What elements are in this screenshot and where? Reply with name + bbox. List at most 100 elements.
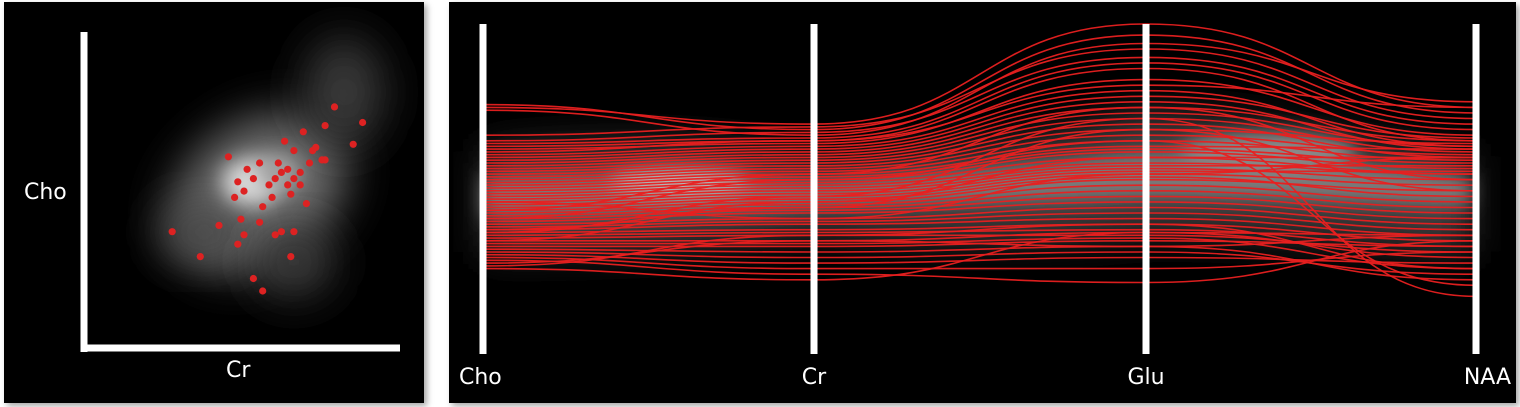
data-polyline: [482, 237, 1477, 270]
scatterplot-panel: Cho Cr: [4, 2, 424, 403]
axis-label-naa: NAA: [1464, 365, 1511, 390]
scatter-point: [168, 228, 176, 236]
data-polyline: [482, 251, 1477, 275]
scatter-point: [359, 118, 367, 127]
data-polyline: [482, 228, 1477, 248]
scatter-point: [321, 122, 329, 130]
data-polyline: [482, 223, 1477, 270]
data-polyline: [482, 162, 1477, 195]
scatter-point: [296, 181, 304, 189]
data-polyline: [482, 148, 1477, 186]
data-polyline: [482, 48, 1477, 136]
parallel-coordinates-plot: Cho Cr Glu NAA: [459, 23, 1511, 390]
data-polyline: [482, 56, 1477, 142]
data-polyline: [482, 123, 1477, 173]
scatter-point: [256, 218, 264, 226]
data-polyline: [482, 84, 1477, 153]
x-axis-label: Cr: [226, 358, 251, 383]
axis-label-cr: Cr: [802, 365, 827, 390]
data-polyline: [482, 240, 1477, 284]
scatter-point: [240, 187, 248, 195]
scatterplot: Cho Cr: [24, 32, 400, 383]
data-polyline: [482, 106, 1477, 164]
scatter-point: [265, 181, 273, 189]
data-polyline: [482, 128, 1477, 175]
axes-group: Cho Cr Glu NAA: [459, 24, 1511, 390]
scatter-point: [299, 128, 307, 136]
data-polyline: [482, 100, 1477, 161]
scatter-point: [234, 240, 242, 248]
y-axis-label: Cho: [24, 180, 67, 205]
scatter-point: [256, 159, 264, 167]
scatter-point: [296, 168, 304, 176]
data-polyline: [482, 95, 1477, 159]
data-polyline: [482, 184, 1477, 214]
data-polyline: [482, 106, 1477, 212]
scatter-point: [302, 200, 310, 208]
scatter-point: [330, 103, 339, 111]
data-polyline: [482, 176, 1477, 209]
scatter-point: [271, 231, 279, 239]
scatter-point: [312, 143, 320, 151]
scatter-point: [249, 274, 257, 283]
scatter-point: [259, 203, 267, 211]
data-polyline: [482, 251, 1477, 270]
scatter-point: [277, 228, 285, 236]
scatter-point: [277, 168, 285, 176]
data-polyline: [482, 173, 1477, 206]
scatter-point: [231, 193, 239, 201]
data-polyline: [482, 201, 1477, 223]
scatter-point: [249, 175, 257, 183]
scatter-point: [268, 193, 276, 201]
scatter-point: [196, 253, 204, 261]
scatter-point: [243, 165, 251, 173]
scatter-point: [290, 175, 298, 183]
data-polyline: [482, 112, 1477, 167]
data-polyline: [482, 178, 1477, 212]
data-polyline: [482, 89, 1477, 156]
data-polyline: [482, 139, 1477, 181]
data-polyline: [482, 170, 1476, 203]
data-polyline: [482, 128, 1477, 231]
parallel-coordinates-panel: Cho Cr Glu NAA: [449, 2, 1516, 403]
data-polyline: [482, 189, 1477, 217]
data-polyline: [482, 156, 1476, 192]
scatter-point: [240, 231, 248, 239]
data-polyline: [482, 34, 1477, 131]
data-polyline: [482, 67, 1477, 148]
scatter-point: [284, 181, 292, 189]
scatter-point: [284, 165, 292, 173]
data-polyline: [482, 156, 1477, 242]
data-polyline: [482, 139, 1477, 287]
scatter-point: [287, 190, 295, 198]
scatter-point: [287, 253, 295, 261]
scatter-point: [224, 153, 232, 161]
scatter-point: [259, 287, 267, 295]
scatter-point: [271, 175, 279, 183]
scatter-point: [274, 159, 282, 167]
data-polyline: [482, 217, 1477, 237]
data-polyline: [482, 117, 1477, 298]
scatter-point: [290, 228, 298, 236]
scatter-point: [321, 156, 329, 164]
scatter-point: [290, 147, 298, 155]
scatter-points: [168, 103, 367, 295]
data-polyline: [482, 134, 1477, 178]
polyline-group: [482, 23, 1477, 298]
data-polyline: [482, 23, 1477, 125]
scatter-point: [305, 159, 314, 167]
data-polyline: [482, 231, 1477, 281]
data-polyline: [482, 42, 1477, 137]
data-polyline: [482, 212, 1477, 231]
scatter-point: [237, 215, 245, 223]
scatter-point: [215, 221, 223, 229]
scatter-point: [234, 178, 242, 186]
density-background: [159, 37, 384, 297]
scatter-point: [281, 137, 289, 145]
scatter-point: [349, 140, 357, 148]
data-polyline: [482, 223, 1477, 242]
data-polyline: [482, 239, 1477, 281]
axis-label-glu: Glu: [1127, 365, 1164, 390]
axis-label-cho: Cho: [459, 365, 502, 390]
data-polyline: [483, 231, 1477, 259]
